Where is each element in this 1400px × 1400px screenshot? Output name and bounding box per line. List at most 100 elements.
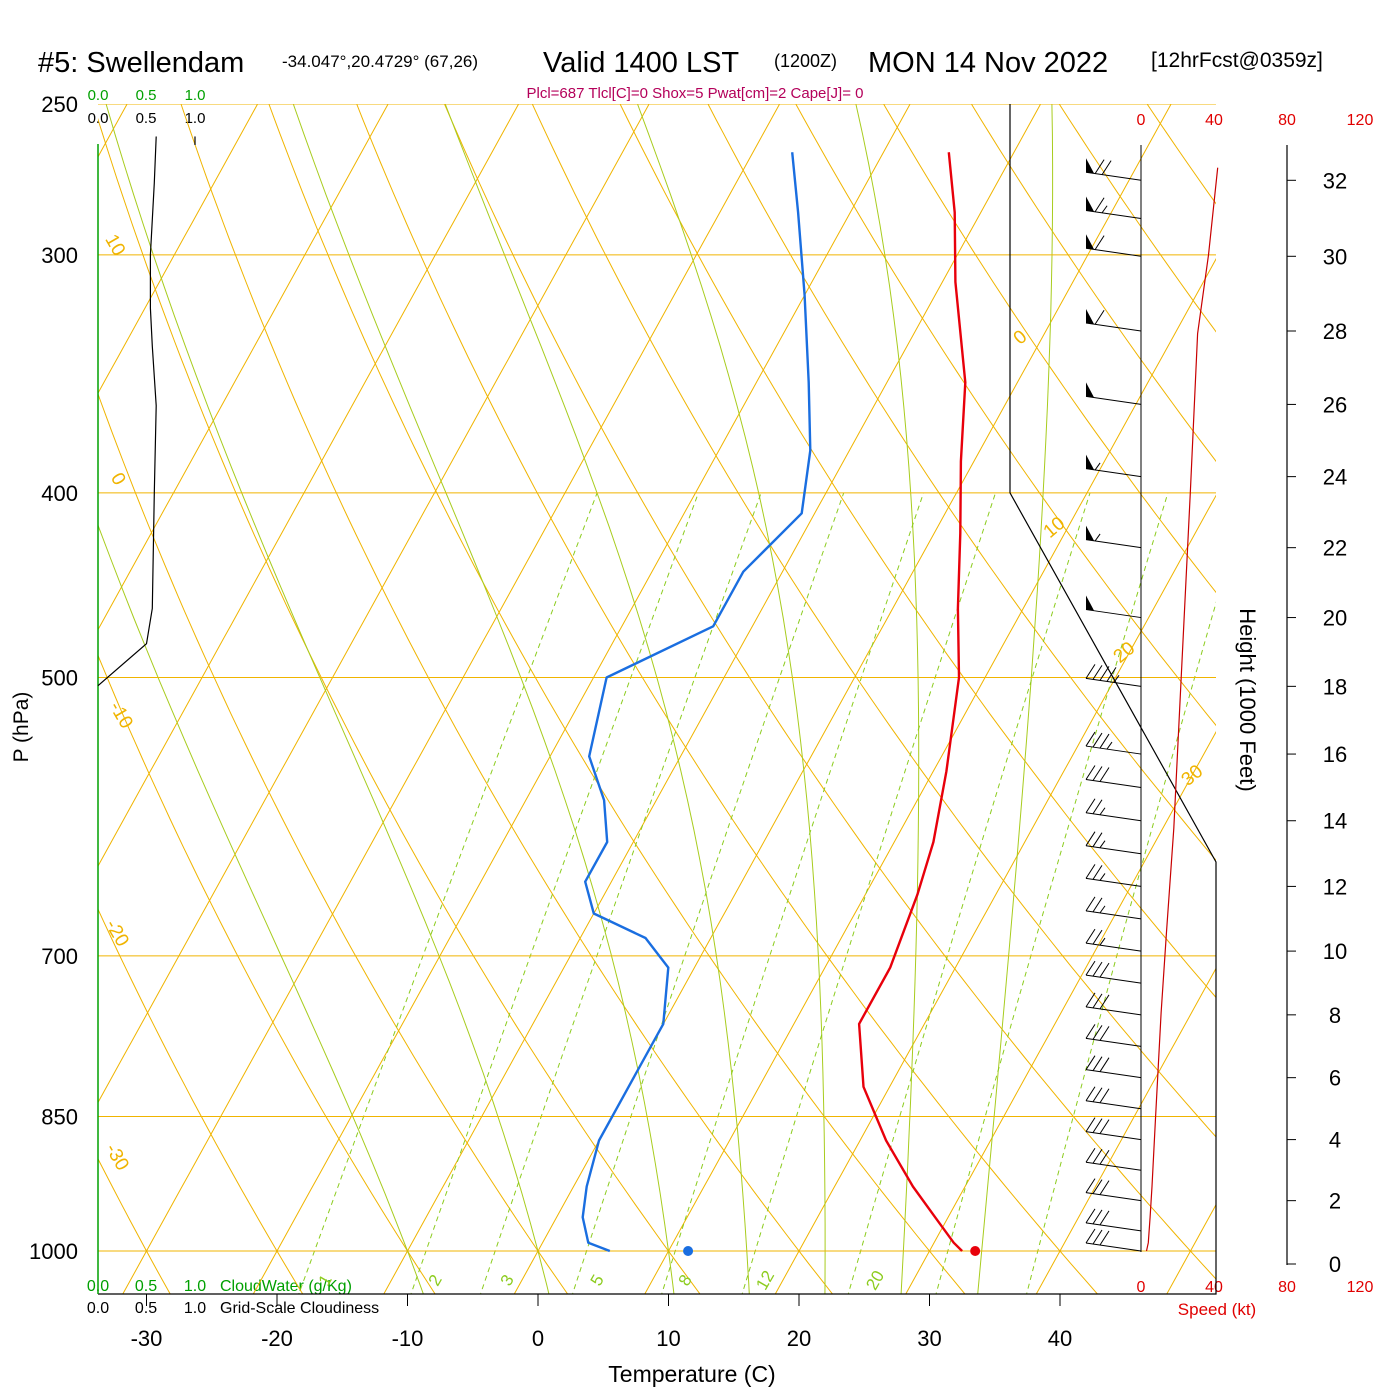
- wind-barb-flag: [1099, 1149, 1110, 1165]
- wind-barb-half: [1099, 873, 1106, 881]
- pressure-tick-label: 850: [41, 1105, 78, 1130]
- wind-barb-flag: [1092, 1229, 1103, 1245]
- wind-barb-staff: [1085, 745, 1142, 755]
- wind-barb-pennant: [1086, 595, 1094, 611]
- wind-barb-half: [1094, 533, 1101, 542]
- wind-barb-flag: [1092, 665, 1103, 680]
- wind-barb-flag: [1099, 994, 1110, 1010]
- wind-speed-label: Speed (kt): [1178, 1300, 1256, 1319]
- wind-barb-flag: [1092, 993, 1103, 1009]
- cloudiness-tick: 0.5: [136, 110, 157, 127]
- wind-barb: [1085, 525, 1142, 549]
- pressure-tick-label: 1000: [29, 1239, 78, 1264]
- wind-barb-staff: [1085, 812, 1142, 822]
- wind-barb-flag: [1085, 992, 1096, 1008]
- wind-barb-flag: [1085, 864, 1096, 879]
- wind-barb-half: [1101, 205, 1108, 214]
- wind-barb-flag: [1092, 1118, 1103, 1133]
- moist-adiabat-line: [105, 104, 550, 1294]
- wind-barb-flag: [1085, 731, 1096, 747]
- wind-barb-flag: [1092, 929, 1103, 945]
- wind-barb-half: [1094, 462, 1101, 471]
- wind-barb-flag: [1099, 666, 1110, 681]
- wind-barb-flag: [1085, 1208, 1096, 1224]
- height-tick-label: 4: [1329, 1128, 1341, 1153]
- station-coords: -34.047°,20.4729° (67,26): [282, 52, 478, 71]
- forecast-run: [12hrFcst@0359z]: [1151, 49, 1323, 72]
- cloudiness-label: Grid-Scale Cloudiness: [220, 1300, 379, 1317]
- wind-barb-pennant: [1086, 308, 1094, 324]
- wind-barb-flag: [1085, 1055, 1096, 1070]
- height-tick-label: 2: [1329, 1189, 1341, 1214]
- wind-barb-flag: [1099, 962, 1110, 978]
- x-tick-label: 0: [532, 1326, 544, 1351]
- wind-panel: [1085, 158, 1219, 1252]
- x-tick-label: 20: [787, 1326, 811, 1351]
- cloudiness-line: [97, 136, 157, 687]
- wind-barb-flag: [1085, 664, 1096, 679]
- x-tick-label: -30: [131, 1326, 163, 1351]
- wind-barb: [1085, 308, 1142, 332]
- wind-barb-staff: [1085, 1037, 1142, 1047]
- wind-barb-pennant: [1086, 234, 1094, 250]
- isotherm-line: [644, 258, 1216, 1294]
- wind-barb-staff: [1085, 1100, 1142, 1110]
- wind-barb-staff: [1085, 1069, 1142, 1079]
- wind-barb-flag: [1099, 1210, 1110, 1226]
- pressure-tick-label: 300: [41, 243, 78, 268]
- mixing-ratio-line: [410, 492, 699, 1294]
- height-tick-label: 18: [1323, 674, 1347, 699]
- cloud-profile: [97, 136, 196, 687]
- height-tick-label: 20: [1323, 606, 1347, 631]
- pressure-tick-label: 400: [41, 481, 78, 506]
- mixing-ratio-label: 20: [862, 1267, 888, 1293]
- wind-barb-flag: [1094, 197, 1105, 213]
- wind-barb-staff: [1085, 677, 1142, 687]
- adiabat-label: 10: [1040, 513, 1070, 543]
- wind-barb-staff: [1085, 1192, 1142, 1202]
- cloud-water-tick: 0.5: [136, 87, 157, 104]
- isotherm-line: [252, 104, 911, 1294]
- wind-barb-flag: [1092, 897, 1103, 913]
- wind-barb-flag: [1092, 1056, 1103, 1071]
- wind-barb: [1085, 1117, 1142, 1141]
- height-tick-label: 30: [1323, 244, 1347, 269]
- dry-adiabat-line: [180, 104, 833, 1294]
- wind-barb-flag: [1085, 1024, 1096, 1039]
- height-tick-label: 0: [1329, 1252, 1341, 1277]
- wind-barb: [1085, 1055, 1142, 1079]
- wind-barb-staff: [1085, 468, 1142, 478]
- wind-barb: [1085, 928, 1142, 952]
- wind-barb: [1085, 896, 1142, 920]
- wind-barb-staff: [1085, 609, 1142, 619]
- wind-barb-half: [1099, 807, 1106, 816]
- isotherm-line: [98, 104, 259, 395]
- wind-barb: [1085, 196, 1142, 219]
- wind-barb-staff: [1085, 779, 1142, 789]
- wind-barb: [1085, 1024, 1142, 1047]
- wind-barb: [1085, 1208, 1142, 1232]
- temperature-line: [857, 152, 967, 1252]
- mixing-ratio-line: [847, 492, 1091, 1294]
- wind-barb-half: [1099, 840, 1106, 848]
- cloudiness-tick: 0.5: [135, 1300, 157, 1317]
- wind-speed-tick: 40: [1205, 1279, 1223, 1296]
- wind-barb-staff: [1085, 539, 1142, 549]
- thermo-grid: [98, 104, 1216, 1294]
- wind-barb: [1085, 798, 1142, 822]
- forecast-date: MON 14 Nov 2022: [868, 47, 1108, 79]
- wind-barb-flag: [1085, 831, 1096, 846]
- pressure-tick-label: 500: [41, 666, 78, 691]
- wind-speed-tick: 0: [1137, 1279, 1146, 1296]
- height-tick-label: 16: [1323, 742, 1347, 767]
- wind-barb-half: [1106, 741, 1113, 750]
- moist-adiabat-line: [444, 104, 750, 1294]
- dry-adiabat-line: [1146, 104, 1216, 205]
- wind-barb-flag: [1092, 832, 1103, 847]
- wind-barb-flag: [1085, 896, 1096, 912]
- x-tick-label: -10: [392, 1326, 424, 1351]
- wind-barb-staff: [1085, 1006, 1142, 1016]
- height-axis-label: Height (1000 Feet): [1235, 608, 1260, 791]
- wind-barb-staff: [1085, 910, 1142, 920]
- wind-barb-flag: [1085, 928, 1096, 944]
